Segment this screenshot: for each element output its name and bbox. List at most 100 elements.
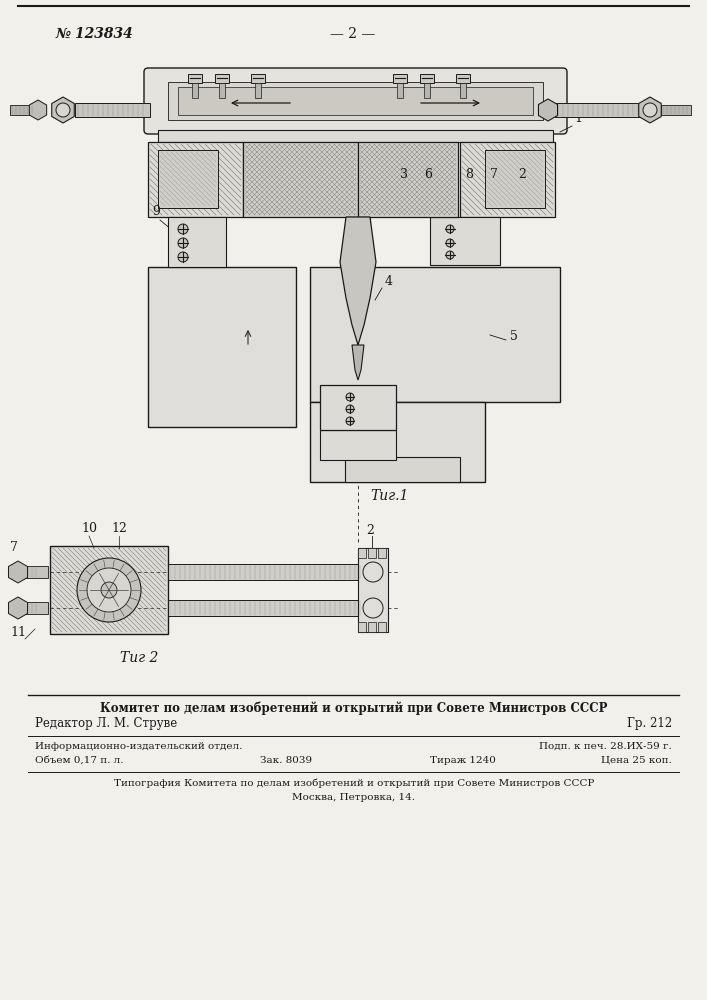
Text: Гр. 212: Гр. 212 xyxy=(627,717,672,730)
Bar xyxy=(358,142,458,217)
Circle shape xyxy=(363,598,383,618)
Polygon shape xyxy=(352,345,364,380)
Circle shape xyxy=(346,417,354,425)
Bar xyxy=(420,74,434,83)
Bar xyxy=(456,74,470,83)
Bar xyxy=(393,74,407,83)
Text: Редактор Л. М. Струве: Редактор Л. М. Струве xyxy=(35,717,177,730)
Circle shape xyxy=(346,393,354,401)
Text: Τиг.1: Τиг.1 xyxy=(370,489,409,503)
Bar xyxy=(148,267,296,427)
Bar xyxy=(358,548,388,632)
Text: 7: 7 xyxy=(10,541,18,554)
Text: Цена 25 коп.: Цена 25 коп. xyxy=(601,756,672,765)
Bar xyxy=(555,103,645,117)
Text: 12: 12 xyxy=(111,522,127,535)
Bar xyxy=(358,548,366,558)
Bar xyxy=(10,566,48,578)
Bar xyxy=(251,74,265,83)
Text: Информационно-издательский отдел.: Информационно-издательский отдел. xyxy=(35,742,243,751)
Bar xyxy=(485,150,545,208)
Circle shape xyxy=(178,224,188,234)
Text: — 2 —: — 2 — xyxy=(330,27,375,41)
Circle shape xyxy=(446,251,454,259)
Circle shape xyxy=(178,238,188,248)
Bar xyxy=(158,130,553,142)
Text: Τиг 2: Τиг 2 xyxy=(120,651,158,665)
Bar xyxy=(397,83,403,98)
Polygon shape xyxy=(8,561,28,583)
Bar xyxy=(168,564,378,580)
Text: 2: 2 xyxy=(518,168,526,181)
Text: 8: 8 xyxy=(465,168,473,181)
Text: 7: 7 xyxy=(490,168,498,181)
Text: 2: 2 xyxy=(366,524,374,537)
Bar xyxy=(430,217,500,265)
Bar xyxy=(310,267,560,402)
Polygon shape xyxy=(29,100,47,120)
Bar xyxy=(424,83,430,98)
Bar xyxy=(219,83,225,98)
Bar xyxy=(368,622,376,632)
Text: 3: 3 xyxy=(400,168,408,181)
Bar xyxy=(50,546,168,634)
FancyBboxPatch shape xyxy=(144,68,567,134)
Bar xyxy=(368,548,376,558)
Circle shape xyxy=(87,568,131,612)
Circle shape xyxy=(101,582,117,598)
Polygon shape xyxy=(539,99,558,121)
Bar xyxy=(178,87,533,115)
Text: Объем 0,17 п. л.: Объем 0,17 п. л. xyxy=(35,756,124,765)
Text: Подп. к печ. 28.ИХ-59 г.: Подп. к печ. 28.ИХ-59 г. xyxy=(539,742,672,751)
Text: Москва, Петровка, 14.: Москва, Петровка, 14. xyxy=(293,793,416,802)
Circle shape xyxy=(178,252,188,262)
Bar xyxy=(661,105,691,115)
Circle shape xyxy=(446,225,454,233)
Text: Комитет по делам изобретений и открытий при Совете Министров СССР: Комитет по делам изобретений и открытий … xyxy=(100,702,608,715)
Bar xyxy=(460,142,555,217)
Circle shape xyxy=(77,558,141,622)
Text: Тираж 1240: Тираж 1240 xyxy=(430,756,496,765)
Circle shape xyxy=(56,103,70,117)
Bar xyxy=(358,622,366,632)
Circle shape xyxy=(643,103,657,117)
Bar xyxy=(310,402,485,482)
Text: 4: 4 xyxy=(385,275,393,288)
Text: 6: 6 xyxy=(424,168,432,181)
Bar xyxy=(188,74,202,83)
Bar xyxy=(345,457,460,482)
Polygon shape xyxy=(8,597,28,619)
Bar xyxy=(192,83,198,98)
Bar xyxy=(255,83,261,98)
Bar xyxy=(158,150,218,208)
Text: 5: 5 xyxy=(510,330,518,343)
Text: № 123834: № 123834 xyxy=(55,27,133,41)
Circle shape xyxy=(363,562,383,582)
Bar xyxy=(243,142,358,217)
Bar xyxy=(378,548,386,558)
Polygon shape xyxy=(52,97,74,123)
Circle shape xyxy=(346,405,354,413)
Bar xyxy=(215,74,229,83)
Bar xyxy=(168,217,226,267)
Bar xyxy=(320,430,396,460)
Bar xyxy=(168,600,378,616)
Bar xyxy=(148,142,243,217)
Bar xyxy=(346,217,370,262)
Text: 1: 1 xyxy=(574,112,582,125)
Bar xyxy=(10,105,38,115)
Circle shape xyxy=(446,239,454,247)
Bar xyxy=(460,83,466,98)
Text: Типография Комитета по делам изобретений и открытий при Совете Министров СССР: Типография Комитета по делам изобретений… xyxy=(114,778,594,788)
Text: 9: 9 xyxy=(152,205,160,218)
Text: 11: 11 xyxy=(10,626,26,639)
Polygon shape xyxy=(638,97,661,123)
Text: Зак. 8039: Зак. 8039 xyxy=(260,756,312,765)
Bar xyxy=(320,385,396,430)
Polygon shape xyxy=(340,217,376,345)
Bar xyxy=(168,82,543,120)
Bar xyxy=(75,103,150,117)
Text: 10: 10 xyxy=(81,522,97,535)
Bar xyxy=(10,602,48,614)
Bar xyxy=(378,622,386,632)
